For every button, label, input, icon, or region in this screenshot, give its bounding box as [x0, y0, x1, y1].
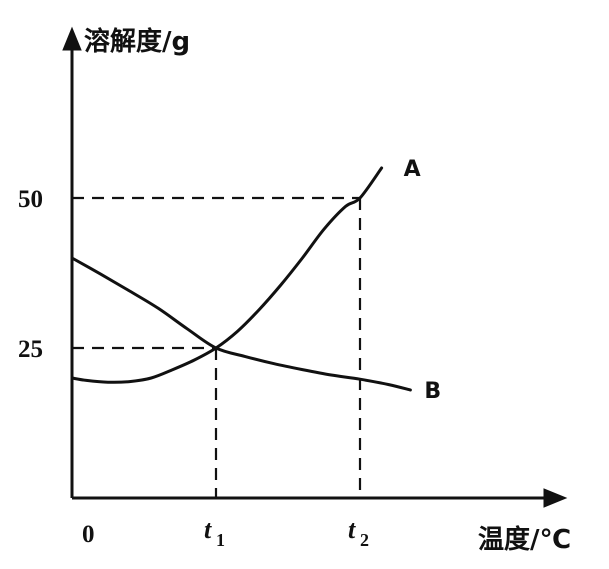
series-labels: AB	[404, 157, 442, 404]
y-tick-label-50: 50	[18, 186, 43, 213]
series-a-line	[70, 166, 384, 384]
y-axis-title: 溶解度/g	[84, 26, 190, 57]
origin-label: 0	[82, 521, 95, 548]
x-tick-t2-main: t	[348, 515, 356, 544]
y-tick-labels: 25 50	[18, 186, 43, 363]
y-tick-label-25: 25	[18, 336, 43, 363]
x-axis-title: 温度/℃	[478, 524, 571, 555]
series-a-label: A	[404, 157, 421, 182]
x-axis-arrow-icon	[543, 488, 568, 508]
series-layer	[70, 166, 412, 392]
y-axis-arrow-icon	[62, 26, 82, 51]
x-tick-t1-main: t	[204, 515, 212, 544]
series-b-line	[70, 256, 412, 392]
x-tick-t2-subscript: 2	[360, 530, 369, 550]
series-b-label: B	[424, 379, 441, 404]
x-tick-t1-subscript: 1	[216, 530, 225, 550]
guide-lines	[72, 196, 362, 498]
